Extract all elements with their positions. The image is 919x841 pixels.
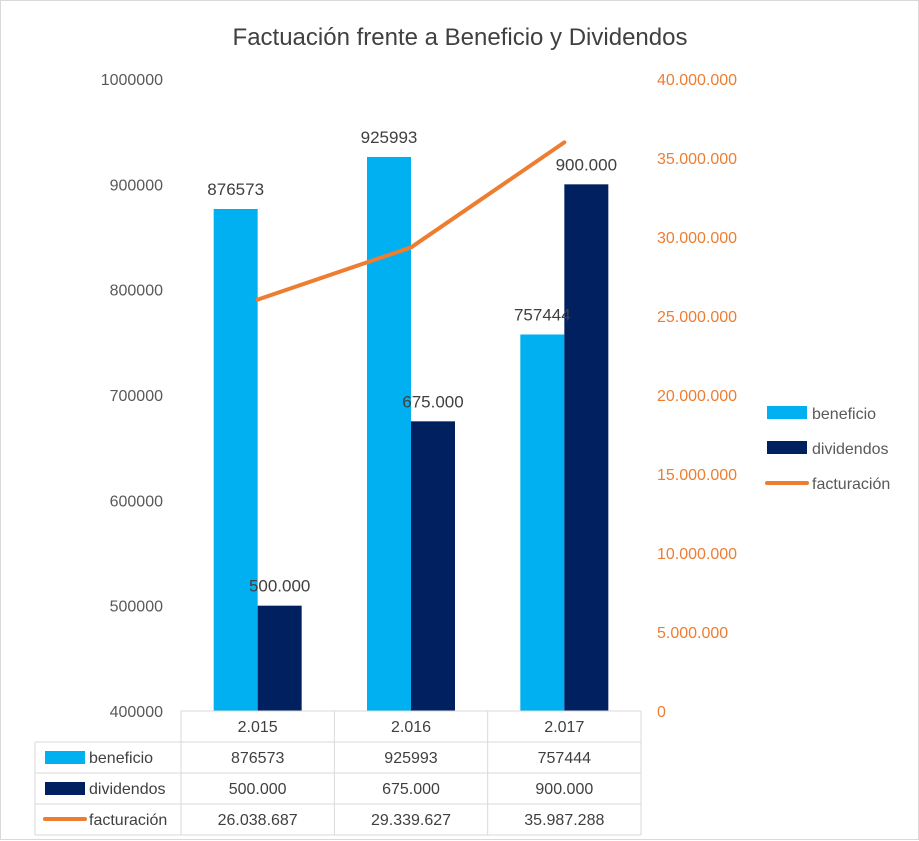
table-cell: 925993 [384, 750, 437, 767]
category-label: 2.017 [544, 719, 584, 736]
right-axis-tick-label: 10.000.000 [657, 546, 737, 563]
bar-beneficio [367, 156, 411, 711]
legend-swatch-dividendos [767, 441, 807, 454]
left-axis-tick-label: 600000 [110, 493, 163, 510]
left-axis-tick-label: 500000 [110, 599, 163, 616]
right-axis-tick-label: 35.000.000 [657, 151, 737, 168]
right-axis-tick-label: 0 [657, 704, 666, 721]
left-axis-tick-label: 700000 [110, 388, 163, 405]
table-cell: 876573 [231, 750, 284, 767]
legend-swatch-beneficio [767, 406, 807, 419]
data-label-beneficio: 925993 [361, 128, 418, 147]
chart-title: Factuación frente a Beneficio y Dividend… [233, 24, 688, 51]
table-swatch-dividendos [45, 782, 85, 795]
left-axis-tick-label: 1000000 [101, 72, 163, 89]
category-label: 2.016 [391, 719, 431, 736]
bar-beneficio [213, 209, 258, 712]
right-axis-tick-label: 25.000.000 [657, 309, 737, 326]
facturacion-line [255, 140, 567, 302]
legend-label-facturacion: facturación [812, 476, 890, 493]
data-label-dividendos: 500.000 [249, 577, 310, 596]
right-axis-tick-label: 20.000.000 [657, 388, 737, 405]
data-label-beneficio: 876573 [207, 180, 264, 199]
table-cell: 29.339.627 [371, 812, 451, 829]
table-swatch-beneficio [45, 751, 85, 764]
legend-label-dividendos: dividendos [812, 441, 889, 458]
table-cell: 900.000 [535, 781, 593, 798]
category-label: 2.015 [238, 719, 278, 736]
data-label-dividendos: 675.000 [402, 392, 463, 411]
left-axis-tick-label: 800000 [110, 283, 163, 300]
bar-beneficio [520, 334, 565, 711]
table-cell: 675.000 [382, 781, 440, 798]
table-row-label: dividendos [89, 781, 166, 798]
right-axis-tick-label: 15.000.000 [657, 467, 737, 484]
table-cell: 500.000 [229, 781, 287, 798]
bar-dividendos [411, 421, 455, 711]
bar-dividendos [257, 605, 302, 711]
left-axis-tick-label: 400000 [110, 704, 163, 721]
right-axis-tick-label: 30.000.000 [657, 230, 737, 247]
right-axis-tick-label: 40.000.000 [657, 72, 737, 89]
left-axis-tick-label: 900000 [110, 177, 163, 194]
data-label-beneficio: 757444 [514, 305, 571, 324]
table-cell: 26.038.687 [218, 812, 298, 829]
bar-dividendos [564, 184, 609, 712]
table-row-label: facturación [89, 812, 167, 829]
table-cell: 35.987.288 [524, 812, 604, 829]
table-cell: 757444 [538, 750, 591, 767]
legend-label-beneficio: beneficio [812, 406, 876, 423]
table-row-label: beneficio [89, 750, 153, 767]
right-axis-tick-label: 5.000.000 [657, 625, 728, 642]
data-label-dividendos: 900.000 [556, 155, 617, 174]
